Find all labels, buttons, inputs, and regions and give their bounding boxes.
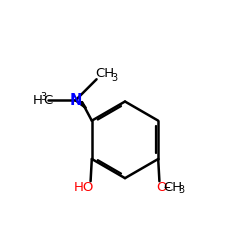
Text: 3: 3 <box>40 92 46 102</box>
Text: H: H <box>33 94 43 106</box>
Text: HO: HO <box>74 181 94 194</box>
Text: C: C <box>43 94 52 107</box>
Text: CH: CH <box>164 181 182 194</box>
Text: O: O <box>156 181 167 194</box>
Text: –: – <box>163 181 170 194</box>
Text: CH: CH <box>96 67 115 80</box>
Text: 3: 3 <box>178 185 184 195</box>
Text: 3: 3 <box>111 72 117 83</box>
Text: N: N <box>69 93 82 108</box>
